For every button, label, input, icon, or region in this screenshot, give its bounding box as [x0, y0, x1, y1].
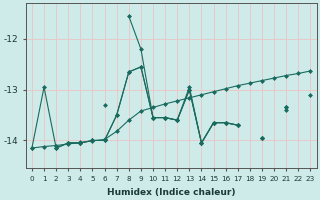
X-axis label: Humidex (Indice chaleur): Humidex (Indice chaleur) — [107, 188, 236, 197]
